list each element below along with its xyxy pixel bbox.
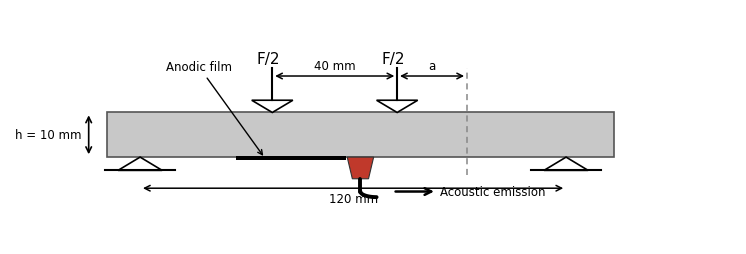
Text: F/2: F/2 <box>257 52 280 67</box>
Polygon shape <box>118 157 162 171</box>
Polygon shape <box>377 101 418 113</box>
Polygon shape <box>544 157 588 171</box>
Polygon shape <box>251 101 293 113</box>
Text: a: a <box>428 60 436 73</box>
Text: 40 mm: 40 mm <box>314 60 356 73</box>
Bar <box>236 157 345 160</box>
Polygon shape <box>347 157 374 179</box>
Bar <box>107 113 614 157</box>
Text: F/2: F/2 <box>382 52 405 67</box>
Text: Acoustic emission: Acoustic emission <box>440 185 546 198</box>
Text: h = 10 mm: h = 10 mm <box>15 129 81 142</box>
Text: Anodic film: Anodic film <box>166 61 263 155</box>
Text: 120 mm: 120 mm <box>328 192 377 205</box>
